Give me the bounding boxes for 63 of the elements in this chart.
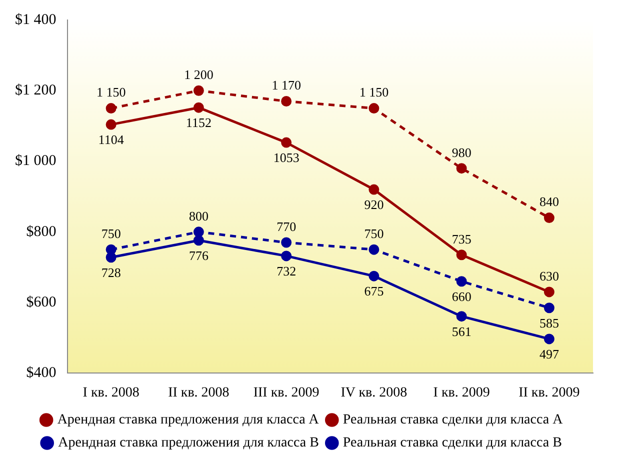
data-label: 732 (276, 263, 296, 278)
y-tick-label: $1 400 (15, 12, 56, 28)
point (281, 96, 292, 106)
x-tick-label: II кв. 2008 (168, 385, 230, 400)
data-label: 630 (539, 268, 559, 284)
data-label: 920 (364, 196, 384, 212)
data-label: 1 170 (272, 78, 301, 93)
data-label: 728 (101, 264, 121, 280)
data-label: 660 (452, 288, 472, 304)
point (456, 276, 467, 287)
data-label: 750 (364, 226, 384, 241)
point (106, 103, 116, 114)
point (281, 250, 292, 262)
point (193, 235, 204, 246)
data-label: 675 (364, 283, 384, 298)
point (193, 102, 204, 113)
point (456, 250, 467, 260)
data-label: 1 150 (359, 84, 389, 100)
point (368, 103, 380, 114)
x-tick-label: II кв. 2009 (518, 385, 580, 400)
point (193, 226, 204, 238)
data-label: 840 (539, 194, 559, 210)
point (106, 244, 116, 255)
y-tick-label: $600 (26, 294, 56, 310)
legend-label: Арендная ставка предложения для класса А (57, 412, 320, 428)
data-label: 1104 (98, 132, 124, 147)
point (544, 334, 554, 344)
point (544, 286, 554, 298)
legend-label: Реальная ставка сделки для класса В (342, 436, 562, 451)
point (281, 137, 292, 148)
point (368, 244, 380, 255)
data-label: 497 (539, 346, 560, 362)
legend-label: Реальная ставка сделки для класса А (342, 412, 564, 428)
y-tick-label: $1 000 (15, 153, 56, 170)
point (456, 311, 467, 322)
x-tick-label: I кв. 2009 (433, 385, 490, 400)
data-label: 1053 (273, 150, 300, 165)
data-label: 770 (276, 218, 296, 234)
y-tick-label: $1 200 (15, 82, 56, 99)
data-label: 750 (101, 226, 121, 241)
data-label: 1152 (186, 115, 212, 130)
point (368, 270, 380, 282)
data-label: 776 (188, 248, 209, 263)
x-tick-label: III кв. 2009 (253, 385, 320, 400)
point (193, 85, 204, 96)
point (456, 163, 467, 174)
point (544, 302, 554, 314)
y-tick-label: $800 (26, 224, 56, 240)
data-label: 1 150 (96, 84, 126, 100)
y-tick-label: $400 (26, 365, 56, 382)
data-label: 735 (452, 231, 472, 246)
point (544, 212, 554, 224)
point (281, 237, 292, 248)
point (368, 184, 380, 195)
data-label: 585 (539, 315, 559, 330)
x-tick-label: IV кв. 2008 (340, 385, 408, 400)
data-label: 980 (452, 144, 472, 160)
data-label: 561 (452, 324, 472, 339)
point (106, 119, 116, 130)
data-label: 1 200 (184, 67, 214, 82)
legend-label: Арендная ставка предложения для класса В (58, 436, 319, 451)
data-label: 800 (188, 208, 208, 224)
x-tick-label: I кв. 2008 (82, 385, 140, 400)
